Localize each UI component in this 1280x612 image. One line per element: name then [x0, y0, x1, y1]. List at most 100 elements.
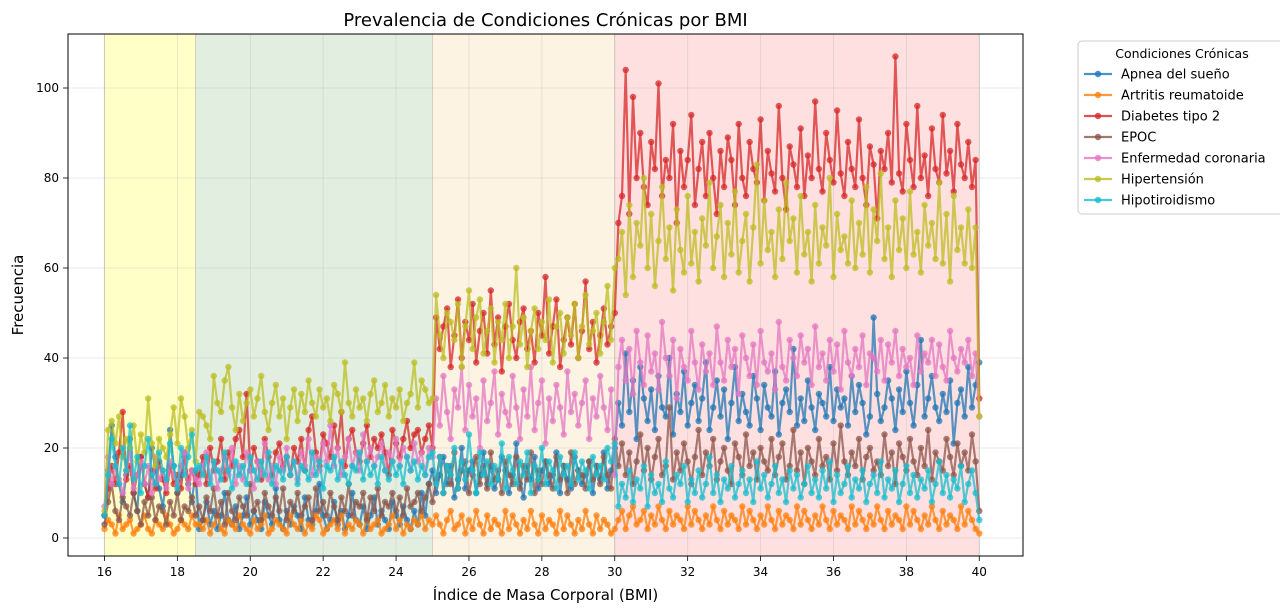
data-point	[593, 413, 600, 420]
data-point	[892, 327, 899, 335]
data-point	[607, 458, 615, 465]
data-point	[895, 386, 903, 393]
data-point	[177, 395, 185, 402]
data-point	[360, 476, 367, 483]
y-axis: 0 20 40 60 80 100	[36, 81, 68, 545]
data-point	[739, 237, 746, 245]
plot-frame	[67, 33, 1024, 557]
data-point	[418, 462, 425, 470]
data-point	[571, 300, 578, 308]
data-point	[764, 503, 771, 510]
data-point	[243, 525, 250, 533]
data-point	[538, 318, 546, 326]
data-point	[604, 471, 611, 479]
data-point	[764, 147, 771, 155]
data-point	[403, 399, 411, 407]
x-tick-label: 36	[826, 565, 841, 579]
data-point	[341, 471, 349, 479]
data-point	[688, 111, 695, 119]
data-point	[360, 395, 367, 402]
data-point	[491, 462, 498, 470]
data-point	[163, 476, 170, 483]
data-point	[320, 498, 327, 506]
data-point	[170, 462, 177, 470]
data-point	[447, 318, 454, 326]
data-point	[863, 431, 870, 438]
data-point	[742, 489, 750, 497]
data-point	[710, 489, 717, 497]
data-point	[236, 494, 243, 501]
data-point	[790, 525, 797, 533]
data-point	[757, 260, 764, 267]
data-point	[196, 408, 203, 416]
data-point	[812, 512, 819, 519]
data-point	[906, 156, 914, 164]
data-point	[768, 350, 775, 357]
data-point	[768, 435, 775, 443]
data-point	[815, 363, 823, 371]
data-point	[957, 224, 965, 231]
data-point	[658, 516, 666, 524]
data-point	[903, 120, 910, 128]
data-point	[684, 458, 691, 465]
data-point	[972, 525, 979, 533]
data-point	[848, 165, 855, 173]
data-point	[221, 377, 228, 384]
data-point	[782, 386, 790, 393]
data-point	[203, 422, 210, 429]
data-point	[812, 98, 819, 105]
data-point	[841, 516, 848, 524]
data-point	[877, 417, 884, 425]
data-point	[757, 327, 764, 335]
data-point	[130, 530, 137, 537]
data-point	[961, 260, 968, 267]
data-point	[881, 525, 888, 533]
data-point	[265, 449, 272, 456]
data-point	[476, 480, 484, 488]
data-point	[207, 435, 214, 443]
data-point	[123, 467, 130, 474]
data-point	[804, 345, 812, 353]
data-point	[597, 525, 604, 533]
data-point	[775, 507, 782, 515]
data-point	[932, 480, 939, 488]
data-point	[793, 471, 801, 479]
data-point	[925, 521, 932, 528]
data-point	[742, 210, 750, 218]
data-point	[407, 467, 414, 474]
data-point	[957, 345, 965, 353]
x-tick-label: 16	[97, 565, 112, 579]
x-axis: 16 18 20 22 24 26 28 30 32 34 36 38 40	[97, 556, 987, 579]
data-point	[330, 381, 338, 389]
data-point	[476, 521, 484, 528]
data-point	[578, 323, 586, 330]
data-point	[961, 174, 968, 182]
data-point	[578, 399, 586, 407]
legend-swatch-marker	[1094, 112, 1102, 120]
data-point	[429, 449, 436, 456]
data-point	[797, 449, 804, 456]
data-point	[181, 521, 188, 528]
data-point	[939, 363, 946, 371]
data-point	[272, 494, 279, 501]
data-point	[848, 494, 855, 501]
data-point	[750, 341, 757, 348]
data-point	[666, 507, 673, 515]
data-point	[305, 476, 312, 483]
data-point	[863, 525, 870, 533]
data-point	[793, 183, 801, 191]
data-point	[166, 440, 174, 447]
data-point	[968, 467, 976, 474]
data-point	[742, 354, 750, 362]
data-point	[742, 192, 750, 200]
data-point	[764, 494, 771, 501]
data-point	[327, 417, 334, 425]
data-point	[130, 476, 137, 483]
data-point	[327, 521, 334, 528]
data-point	[228, 507, 236, 515]
data-point	[432, 512, 440, 519]
data-point	[513, 404, 520, 411]
data-point	[279, 485, 287, 492]
data-point	[881, 377, 888, 384]
data-point	[276, 521, 283, 528]
